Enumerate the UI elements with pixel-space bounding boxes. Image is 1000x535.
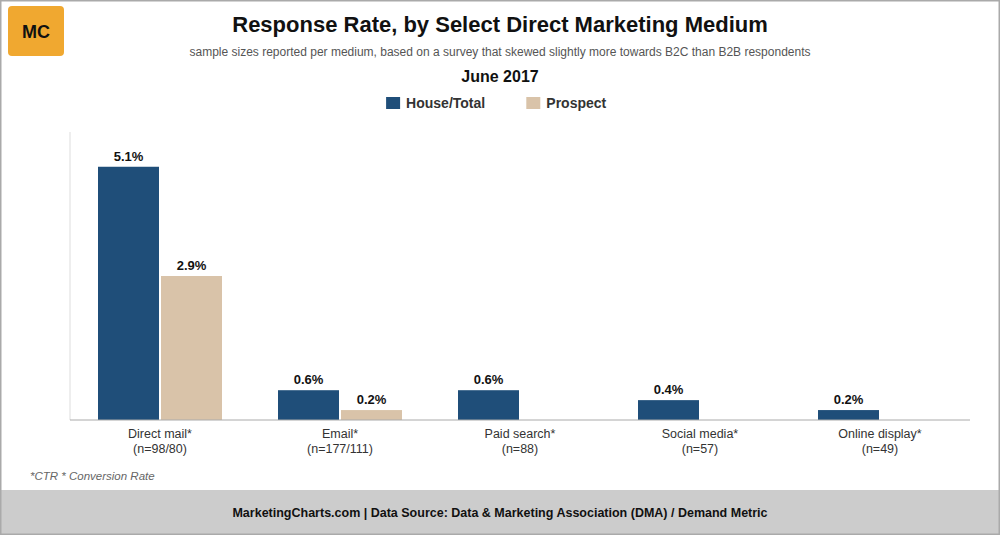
footer-bar	[0, 490, 1000, 535]
x-tick-label: Email*(n=177/111)	[307, 427, 373, 456]
x-tick-label: Online display*(n=49)	[838, 427, 922, 456]
logo-box	[8, 6, 64, 56]
x-tick-label-line: Paid search*	[485, 427, 556, 441]
border	[1, 1, 1000, 535]
chart: MC Response Rate, by Select Direct Market…	[0, 0, 1000, 535]
bar	[341, 410, 402, 420]
x-tick-label-line: (n=177/111)	[307, 442, 373, 456]
footer-text: MarketingCharts.com | Data Source: Data …	[232, 506, 767, 520]
x-tick-label-line: Direct mail*	[128, 427, 192, 441]
bar	[638, 400, 699, 420]
data-label: 0.6%	[294, 372, 324, 387]
x-tick-label: Paid search*(n=88)	[485, 427, 556, 456]
footnote: *CTR * Conversion Rate	[30, 470, 155, 482]
logo-text: MC	[22, 22, 50, 42]
legend: House/Total Prospect	[386, 95, 606, 111]
subtitle: sample sizes reported per medium, based …	[190, 45, 811, 59]
x-tick-label-line: (n=49)	[862, 442, 898, 456]
data-labels: 5.1% 0.6% 0.6% 0.4% 0.2% 2.9% 0.2%	[114, 149, 864, 407]
bar	[278, 390, 339, 420]
x-tick-label-line: Email*	[322, 427, 358, 441]
legend-swatch	[526, 97, 540, 109]
logo: MC	[8, 6, 64, 56]
x-tick-label-line: Online display*	[838, 427, 922, 441]
data-label: 0.6%	[474, 372, 504, 387]
x-tick-label: Social media*(n=57)	[662, 427, 739, 456]
bar	[161, 276, 222, 420]
data-label: 0.4%	[654, 382, 684, 397]
x-tick-label: Direct mail*(n=98/80)	[128, 427, 192, 456]
x-axis-line	[70, 420, 970, 421]
data-label: 0.2%	[357, 392, 387, 407]
background	[0, 0, 1000, 535]
title: Response Rate, by Select Direct Marketin…	[232, 12, 768, 37]
bar	[818, 410, 879, 420]
data-label: 0.2%	[834, 392, 864, 407]
x-tick-label-line: Social media*	[662, 427, 739, 441]
bar	[458, 390, 519, 420]
bars	[98, 167, 879, 420]
y-axis-line	[70, 132, 71, 420]
x-tick-label-line: (n=88)	[502, 442, 538, 456]
data-label: 5.1%	[114, 149, 144, 164]
legend-label: Prospect	[546, 95, 606, 111]
data-label: 2.9%	[177, 258, 207, 273]
x-tick-label-line: (n=57)	[682, 442, 718, 456]
period: June 2017	[461, 68, 538, 85]
legend-swatch	[386, 97, 400, 109]
bar	[98, 167, 159, 420]
x-tick-label-line: (n=98/80)	[133, 442, 187, 456]
legend-label: House/Total	[406, 95, 485, 111]
